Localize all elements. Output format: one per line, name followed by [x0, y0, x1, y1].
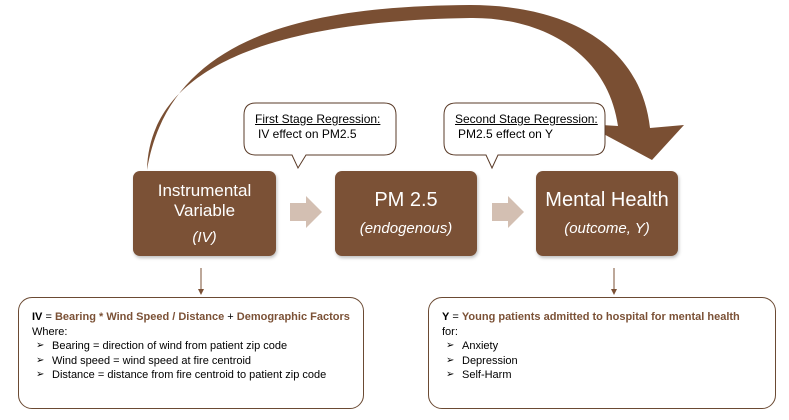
y-item-anxiety: Anxiety: [462, 340, 499, 352]
iv-eq-sign: =: [42, 311, 55, 323]
node-instrumental-variable: Instrumental Variable (IV): [133, 171, 276, 256]
iv-item-wind-speed: Wind speed = wind speed at fire centroid: [52, 354, 252, 367]
node-mh-title: Mental Health: [545, 189, 669, 211]
node-iv-sub: (IV): [192, 229, 217, 246]
y-equation: Y = Young patients admitted to hospital …: [442, 310, 763, 325]
bullet-arrow-icon: ➢: [446, 354, 455, 366]
iv-term-wind: Wind Speed: [106, 311, 170, 323]
iv-op-divide: /: [169, 311, 179, 323]
bullet-arrow-icon: ➢: [36, 369, 45, 380]
y-description: Young patients admitted to hospital for …: [461, 311, 740, 323]
y-label: Y: [442, 311, 450, 323]
iv-equation: IV = Bearing * Wind Speed / Distance + D…: [32, 310, 351, 325]
node-pm-title: PM 2.5: [374, 189, 438, 211]
node-iv-line1: Instrumental: [157, 181, 252, 200]
node-pm25: PM 2.5 (endogenous): [335, 171, 477, 256]
y-item-depression: Depression: [462, 354, 518, 367]
list-item: ➢ Depression: [442, 354, 763, 369]
list-item: ➢ Bearing = direction of wind from patien…: [32, 339, 351, 354]
callout-second-stage-text: PM2.5 effect on Y: [458, 127, 553, 141]
connector-y-arrowhead: [611, 289, 617, 295]
iv-term-demographic: Demographic Factors: [236, 311, 350, 323]
iv-op-multiply: *: [95, 311, 107, 323]
iv-label: IV: [32, 311, 43, 323]
iv-definition-box: IV = Bearing * Wind Speed / Distance + D…: [18, 297, 364, 409]
node-iv-line2: Variable: [173, 201, 236, 220]
chevron-arrow-iv-to-pm: [290, 196, 322, 228]
y-for-label: for:: [442, 325, 458, 338]
list-item: ➢ Distance = distance from fire centroid …: [32, 368, 351, 383]
y-definition-list: ➢ Anxiety ➢ Depression ➢ Self-Harm: [442, 339, 763, 383]
iv-where-label: Where:: [32, 325, 68, 338]
node-pm-sub: (endogenous): [359, 220, 453, 237]
bullet-arrow-icon: ➢: [446, 340, 455, 351]
list-item: ➢ Self-Harm: [442, 368, 763, 383]
y-eq-sign: =: [449, 311, 462, 323]
node-mh-sub: (outcome, Y): [564, 220, 650, 237]
connector-iv-arrowhead: [198, 289, 204, 295]
y-item-self-harm: Self-Harm: [462, 369, 512, 381]
iv-item-distance: Distance = distance from fire centroid t…: [52, 369, 327, 381]
callout-second-stage-heading: Second Stage Regression:: [455, 112, 598, 126]
node-mental-health: Mental Health (outcome, Y): [536, 171, 678, 256]
callout-bubble-first-stage: [243, 102, 397, 170]
iv-item-bearing: Bearing = direction of wind from patient…: [52, 340, 288, 352]
bullet-arrow-icon: ➢: [36, 340, 45, 351]
iv-term-bearing: Bearing: [54, 311, 96, 323]
iv-term-distance: Distance: [178, 311, 225, 323]
chevron-arrow-pm-to-mh: [492, 196, 524, 228]
list-item: ➢ Wind speed = wind speed at fire centroi…: [32, 354, 351, 369]
bullet-arrow-icon: ➢: [446, 369, 455, 380]
callout-first-stage: First Stage Regression: IV effect on PM2…: [255, 112, 380, 142]
iv-definition-list: ➢ Bearing = direction of wind from patien…: [32, 339, 351, 383]
bullet-arrow-icon: ➢: [36, 354, 45, 366]
callout-second-stage: Second Stage Regression: PM2.5 effect on…: [455, 112, 598, 142]
callout-bubble-second-stage: [443, 102, 606, 170]
iv-op-plus: +: [224, 311, 237, 323]
callout-first-stage-heading: First Stage Regression:: [255, 112, 381, 126]
y-definition-box: Y = Young patients admitted to hospital …: [428, 297, 776, 409]
list-item: ➢ Anxiety: [442, 339, 763, 354]
callout-first-stage-text: IV effect on PM2.5: [258, 127, 357, 141]
